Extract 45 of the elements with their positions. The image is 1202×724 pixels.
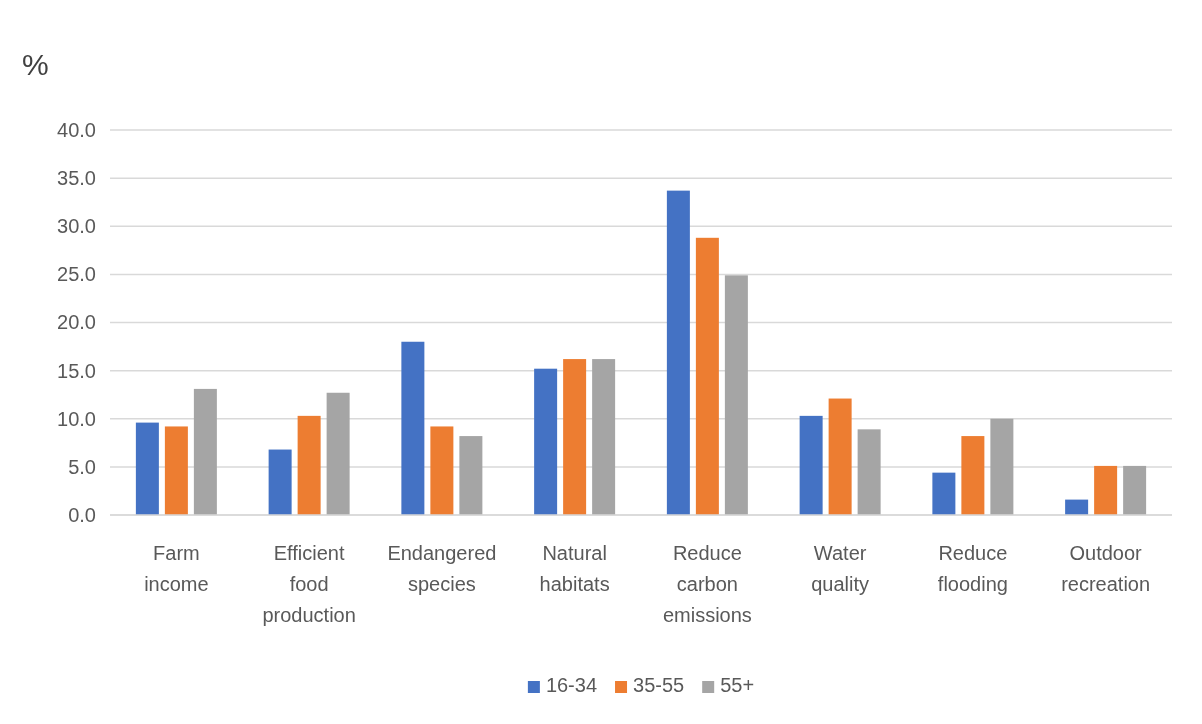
bar: [857, 429, 881, 515]
bar: [961, 436, 985, 515]
bar: [828, 398, 852, 515]
bar: [932, 472, 956, 515]
bar: [666, 190, 690, 515]
y-tick-label: 20.0: [57, 311, 96, 334]
x-tick-label: Reduce carbon emissions: [662, 542, 752, 626]
y-tick-label: 40.0: [57, 118, 96, 141]
y-tick-label: 0.0: [68, 503, 96, 526]
y-tick-label: 35.0: [57, 167, 96, 190]
bar: [430, 426, 454, 515]
bar: [592, 359, 616, 515]
x-tick-label: Farm income: [144, 542, 209, 595]
bar: [268, 449, 292, 515]
bar: [164, 426, 188, 515]
bar: [1123, 465, 1147, 515]
bar: [326, 392, 350, 515]
bar: [1065, 499, 1089, 515]
bar: [563, 359, 587, 515]
bar: [534, 368, 558, 515]
bar: [401, 341, 425, 515]
bar: [193, 388, 217, 515]
x-tick-label: Natural habitats: [539, 542, 610, 595]
y-tick-label: 15.0: [57, 359, 96, 382]
bar: [799, 415, 823, 515]
bar: [724, 275, 748, 515]
y-tick-label: 25.0: [57, 263, 96, 286]
x-tick-label: Endangered species: [387, 542, 497, 595]
y-axis-title: %: [22, 48, 49, 81]
legend-label: 35-55: [633, 674, 685, 696]
bar: [695, 237, 719, 515]
legend-label: 55+: [720, 674, 755, 696]
bar: [297, 415, 321, 515]
bar: [135, 422, 159, 515]
bar: [459, 436, 483, 515]
y-tick-label: 30.0: [57, 215, 96, 238]
x-tick-label: Efficient food production: [262, 542, 356, 626]
y-tick-label: 5.0: [68, 455, 96, 478]
bar: [1094, 465, 1118, 515]
x-tick-label: Water quality: [811, 542, 870, 595]
y-tick-label: 10.0: [57, 407, 96, 430]
x-tick-label: Outdoor recreation: [1061, 542, 1151, 595]
legend-label: 16-34: [545, 674, 598, 696]
x-tick-label: Reduce flooding: [937, 542, 1008, 595]
bar: [990, 418, 1014, 515]
